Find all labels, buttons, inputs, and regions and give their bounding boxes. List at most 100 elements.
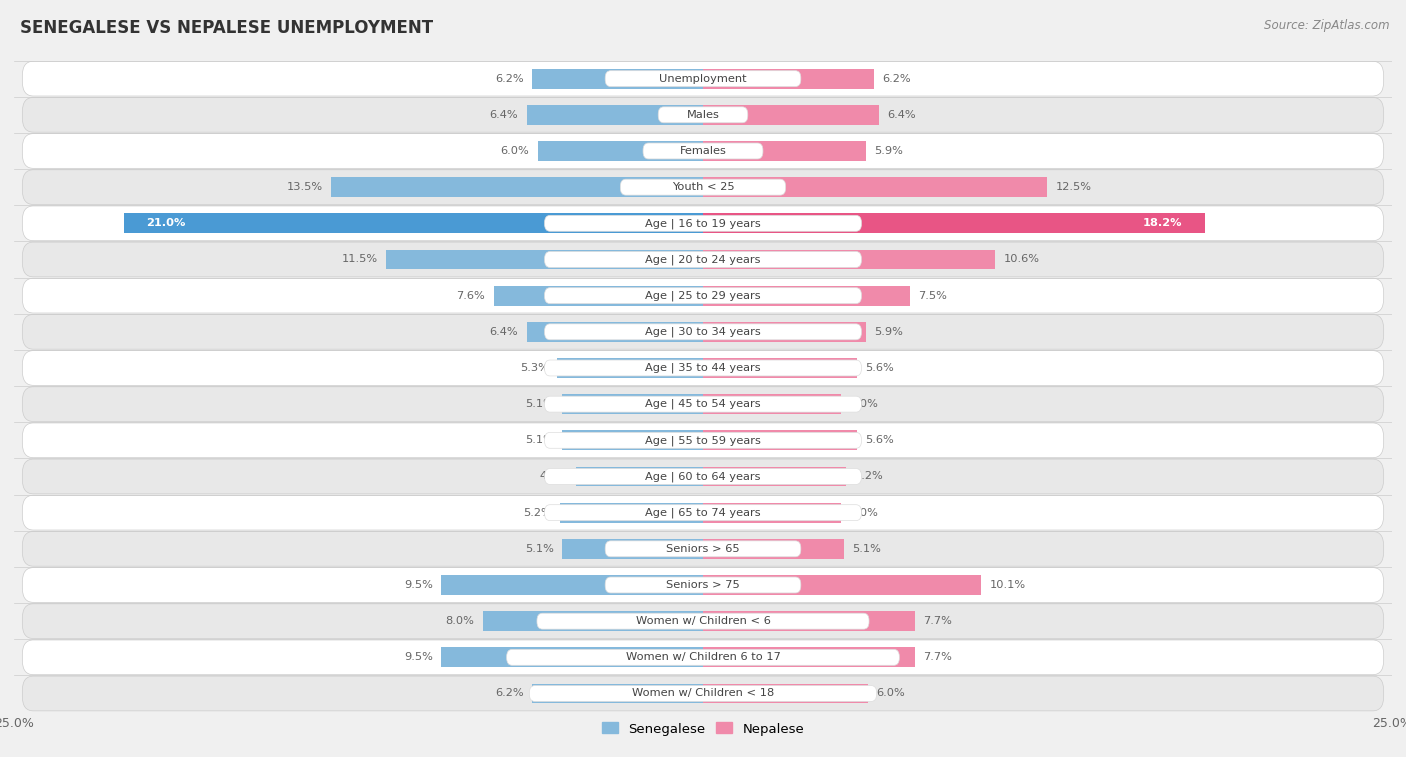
Text: 5.1%: 5.1% — [526, 435, 554, 445]
Text: Women w/ Children 6 to 17: Women w/ Children 6 to 17 — [626, 653, 780, 662]
Text: 6.2%: 6.2% — [495, 73, 524, 83]
Text: 6.0%: 6.0% — [501, 146, 530, 156]
Text: Females: Females — [679, 146, 727, 156]
Text: 5.0%: 5.0% — [849, 508, 877, 518]
Bar — [387, 250, 703, 269]
Bar — [557, 358, 703, 378]
FancyBboxPatch shape — [22, 170, 1384, 204]
Bar — [441, 575, 703, 595]
Text: 10.1%: 10.1% — [990, 580, 1026, 590]
Text: 6.4%: 6.4% — [489, 327, 519, 337]
Text: 5.3%: 5.3% — [520, 363, 548, 373]
FancyBboxPatch shape — [658, 107, 748, 123]
FancyBboxPatch shape — [22, 134, 1384, 168]
FancyBboxPatch shape — [22, 206, 1384, 241]
Text: 5.9%: 5.9% — [875, 327, 903, 337]
Text: 7.7%: 7.7% — [924, 653, 952, 662]
FancyBboxPatch shape — [605, 70, 801, 86]
Bar — [560, 503, 703, 522]
FancyBboxPatch shape — [544, 505, 862, 521]
Bar — [703, 684, 869, 703]
FancyBboxPatch shape — [22, 350, 1384, 385]
FancyBboxPatch shape — [22, 568, 1384, 603]
Bar — [441, 647, 703, 667]
Bar — [703, 647, 915, 667]
Bar — [703, 466, 846, 487]
Bar — [482, 611, 703, 631]
Bar — [494, 285, 703, 306]
Text: SENEGALESE VS NEPALESE UNEMPLOYMENT: SENEGALESE VS NEPALESE UNEMPLOYMENT — [20, 19, 433, 37]
Bar — [703, 575, 981, 595]
Text: 5.9%: 5.9% — [875, 146, 903, 156]
Text: Age | 55 to 59 years: Age | 55 to 59 years — [645, 435, 761, 446]
Text: 11.5%: 11.5% — [342, 254, 378, 264]
FancyBboxPatch shape — [530, 686, 876, 702]
FancyBboxPatch shape — [643, 143, 763, 159]
FancyBboxPatch shape — [544, 469, 862, 484]
FancyBboxPatch shape — [22, 495, 1384, 530]
Text: Age | 45 to 54 years: Age | 45 to 54 years — [645, 399, 761, 410]
FancyBboxPatch shape — [605, 540, 801, 557]
FancyBboxPatch shape — [22, 604, 1384, 638]
Text: 5.1%: 5.1% — [526, 399, 554, 409]
Text: 21.0%: 21.0% — [146, 218, 186, 229]
Legend: Senegalese, Nepalese: Senegalese, Nepalese — [596, 717, 810, 741]
Bar — [703, 105, 879, 125]
Bar — [703, 141, 866, 161]
Text: 5.6%: 5.6% — [866, 435, 894, 445]
Text: Seniors > 65: Seniors > 65 — [666, 544, 740, 554]
FancyBboxPatch shape — [544, 432, 862, 448]
FancyBboxPatch shape — [22, 242, 1384, 277]
Text: Seniors > 75: Seniors > 75 — [666, 580, 740, 590]
Text: 5.1%: 5.1% — [526, 544, 554, 554]
Text: Unemployment: Unemployment — [659, 73, 747, 83]
Bar — [703, 431, 858, 450]
FancyBboxPatch shape — [22, 640, 1384, 674]
Bar — [576, 466, 703, 487]
Text: 6.4%: 6.4% — [489, 110, 519, 120]
Text: 4.6%: 4.6% — [540, 472, 568, 481]
Text: 9.5%: 9.5% — [404, 580, 433, 590]
Text: 7.7%: 7.7% — [924, 616, 952, 626]
FancyBboxPatch shape — [605, 577, 801, 593]
FancyBboxPatch shape — [22, 459, 1384, 494]
Text: 6.2%: 6.2% — [495, 689, 524, 699]
FancyBboxPatch shape — [620, 179, 786, 195]
FancyBboxPatch shape — [537, 613, 869, 629]
Bar — [703, 611, 915, 631]
Text: 7.6%: 7.6% — [457, 291, 485, 301]
Text: 6.4%: 6.4% — [887, 110, 917, 120]
Text: 8.0%: 8.0% — [446, 616, 474, 626]
Bar — [562, 539, 703, 559]
FancyBboxPatch shape — [544, 251, 862, 267]
Bar — [703, 322, 866, 341]
Bar — [531, 69, 703, 89]
Bar — [703, 285, 910, 306]
Bar — [703, 69, 875, 89]
Text: 12.5%: 12.5% — [1056, 182, 1091, 192]
Text: 7.5%: 7.5% — [918, 291, 946, 301]
Text: 9.5%: 9.5% — [404, 653, 433, 662]
FancyBboxPatch shape — [22, 61, 1384, 96]
FancyBboxPatch shape — [22, 314, 1384, 349]
Text: Age | 25 to 29 years: Age | 25 to 29 years — [645, 291, 761, 301]
Text: Age | 60 to 64 years: Age | 60 to 64 years — [645, 472, 761, 481]
FancyBboxPatch shape — [544, 288, 862, 304]
FancyBboxPatch shape — [544, 324, 862, 340]
Bar — [703, 250, 995, 269]
Bar — [527, 105, 703, 125]
Text: Women w/ Children < 6: Women w/ Children < 6 — [636, 616, 770, 626]
FancyBboxPatch shape — [22, 279, 1384, 313]
Text: 5.0%: 5.0% — [849, 399, 877, 409]
Bar — [527, 322, 703, 341]
Text: 6.2%: 6.2% — [882, 73, 911, 83]
Text: Age | 65 to 74 years: Age | 65 to 74 years — [645, 507, 761, 518]
FancyBboxPatch shape — [22, 98, 1384, 132]
Bar — [531, 684, 703, 703]
Text: Age | 16 to 19 years: Age | 16 to 19 years — [645, 218, 761, 229]
Text: Age | 35 to 44 years: Age | 35 to 44 years — [645, 363, 761, 373]
Bar — [124, 213, 703, 233]
FancyBboxPatch shape — [506, 650, 900, 665]
Bar — [703, 358, 858, 378]
FancyBboxPatch shape — [22, 387, 1384, 422]
